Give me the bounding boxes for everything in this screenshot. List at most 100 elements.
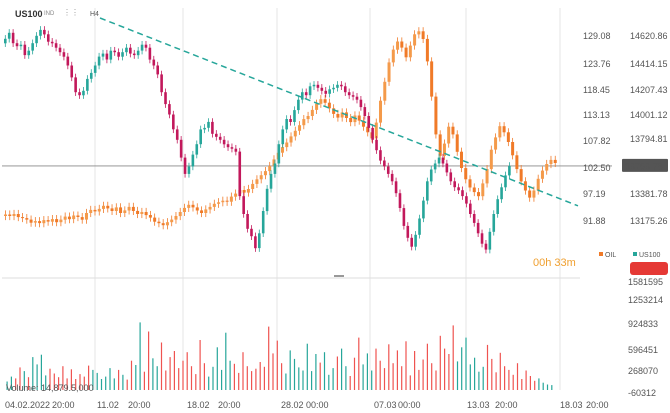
us100-candle — [437, 157, 441, 164]
legend-swatch — [633, 252, 637, 256]
us100-candle — [117, 52, 120, 57]
volume-bar — [49, 368, 51, 390]
us100-candle — [187, 166, 191, 174]
us100-candle — [109, 50, 113, 60]
volume-bar — [208, 376, 210, 390]
oil-candle — [540, 170, 544, 179]
volume-bar — [105, 376, 107, 390]
volume-bar — [508, 369, 510, 390]
oil-candle — [357, 115, 361, 121]
volume-axis-label: 596451 — [628, 345, 658, 355]
us100-candle — [136, 50, 140, 56]
volume-bar — [156, 366, 158, 390]
us100-candle — [269, 173, 273, 189]
volume-bar — [15, 378, 17, 390]
oil-candle — [153, 217, 157, 222]
last-price-box — [622, 158, 668, 172]
us100-axis-label: 14001.12 — [630, 110, 668, 120]
trendline-layer — [99, 17, 579, 207]
oil-candle — [272, 159, 276, 166]
volume-bar — [529, 376, 531, 390]
us100-candle — [89, 72, 93, 79]
us100-candle — [254, 236, 257, 249]
volume-bar — [504, 366, 506, 390]
us100-candle — [375, 139, 378, 151]
us100-candle — [207, 121, 210, 128]
oil-candle — [195, 207, 199, 211]
volume-bar — [27, 377, 30, 390]
us100-candle — [50, 41, 54, 44]
oil-candle — [459, 151, 463, 168]
volume-bar — [362, 364, 364, 390]
us100-candle — [230, 147, 234, 149]
oil-candle — [25, 218, 29, 220]
us100-candle — [140, 44, 144, 51]
oil-candle — [123, 210, 127, 213]
oil-candle — [33, 221, 37, 223]
oil-candle — [515, 155, 519, 170]
us100-candle — [359, 99, 363, 108]
us100-candle — [504, 175, 507, 188]
volume-bar — [79, 374, 81, 390]
x-tick-label: 20:00 — [52, 400, 75, 410]
volume-bar — [405, 341, 407, 390]
volume-bar — [551, 385, 553, 390]
oil-candle — [21, 217, 25, 219]
oil-candle — [455, 134, 459, 152]
us100-candle — [410, 237, 413, 247]
volume-bar — [546, 384, 549, 390]
oil-candle — [323, 99, 327, 103]
legend-label: US100 — [639, 252, 661, 259]
volume-bar — [461, 347, 463, 390]
volume-bar — [173, 351, 175, 390]
volume-bar — [328, 374, 330, 390]
interval-selector[interactable]: H4 — [90, 11, 99, 18]
volume-axis-label: 268070 — [628, 366, 658, 376]
oil-candle — [255, 179, 259, 184]
volume-bar — [96, 372, 98, 390]
oil-candle — [417, 31, 421, 35]
volume-bar — [268, 326, 270, 390]
oil-candle — [225, 200, 229, 202]
x-tick-label: 07.03 — [374, 400, 397, 410]
volume-bar — [281, 363, 283, 390]
us100-candle — [105, 53, 109, 60]
volume-bar — [444, 348, 446, 390]
legend-label: OIL — [605, 252, 616, 259]
us100-candle — [465, 196, 468, 204]
volume-bar — [426, 343, 428, 390]
us100-candle — [461, 190, 464, 197]
us100-candle — [441, 157, 445, 164]
oil-candle — [485, 169, 489, 184]
volume-bar — [371, 370, 373, 390]
us100-candle — [406, 225, 410, 238]
volume-bar — [289, 350, 291, 390]
us100-candle — [390, 173, 394, 182]
oil-candle — [221, 200, 225, 203]
oil-candle — [119, 207, 123, 213]
settings-icon[interactable]: ⋮⋮ — [63, 8, 79, 17]
oil-candle — [523, 181, 527, 191]
oil-candle — [72, 215, 76, 220]
volume-bar — [70, 369, 72, 390]
volume-bar — [298, 367, 300, 390]
oil-candle — [383, 81, 387, 101]
volume-bar — [516, 363, 519, 390]
us100-candle — [156, 65, 159, 75]
oil-candle — [84, 213, 88, 220]
volume-axis-label: 1581595 — [628, 277, 663, 287]
oil-candle — [157, 221, 161, 224]
oil-candle — [379, 100, 383, 123]
volume-bar — [353, 357, 356, 390]
volume-bar — [53, 373, 55, 390]
x-tick-label: 04.02.2022 — [5, 400, 50, 410]
us100-candle — [476, 222, 480, 234]
us100-candle — [449, 172, 453, 182]
us100-candle — [27, 50, 31, 56]
us100-candle — [312, 84, 316, 87]
us100-candle — [351, 95, 355, 97]
oil-candle — [76, 215, 80, 217]
volume-bar — [263, 366, 265, 390]
us100-candle — [246, 214, 249, 229]
